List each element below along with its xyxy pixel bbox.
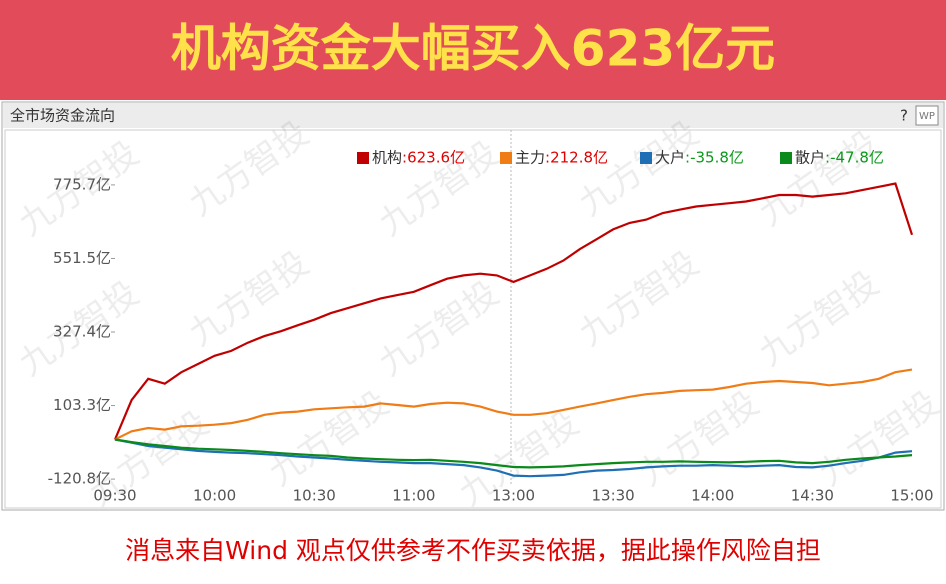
x-tick-label: 14:00 bbox=[691, 487, 734, 505]
legend-swatch bbox=[780, 152, 792, 164]
panel-header bbox=[3, 103, 943, 128]
series-line bbox=[114, 438, 913, 478]
y-tick-label: 551.5亿 bbox=[53, 249, 111, 267]
plot-frame bbox=[4, 129, 942, 509]
x-tick-label: 10:30 bbox=[293, 487, 336, 505]
x-tick-label: 11:00 bbox=[392, 487, 435, 505]
x-tick-label: 14:30 bbox=[791, 487, 834, 505]
help-button[interactable]: ? bbox=[900, 107, 908, 125]
panel bbox=[1, 101, 945, 511]
series-line bbox=[113, 182, 914, 440]
legend-swatch bbox=[357, 152, 369, 164]
panel-title: 全市场资金流向 bbox=[10, 107, 115, 125]
legend-value: :212.8亿 bbox=[545, 149, 608, 167]
series-line bbox=[114, 438, 913, 469]
banner-title: 机构资金大幅买入623亿元 bbox=[171, 20, 775, 78]
y-tick-label: 103.3亿 bbox=[53, 396, 111, 414]
legend-swatch bbox=[500, 152, 512, 164]
legend-name: 散户 bbox=[795, 149, 825, 167]
legend-value: :-35.8亿 bbox=[685, 149, 744, 167]
x-tick-label: 10:00 bbox=[193, 487, 236, 505]
legend-value: :623.6亿 bbox=[402, 149, 465, 167]
logo-box bbox=[915, 105, 939, 126]
logo: WP bbox=[919, 111, 935, 122]
x-tick-label: 15:00 bbox=[890, 487, 933, 505]
y-tick-label: 775.7亿 bbox=[53, 175, 111, 193]
legend-name: 机构 bbox=[372, 149, 402, 167]
y-tick-label: -120.8亿 bbox=[48, 470, 111, 488]
x-tick-label: 09:30 bbox=[93, 487, 136, 505]
x-tick-label: 13:30 bbox=[592, 487, 635, 505]
legend-name: 主力 bbox=[515, 149, 545, 167]
y-tick-label: 327.4亿 bbox=[53, 323, 111, 341]
banner bbox=[0, 0, 946, 100]
series-line bbox=[114, 368, 913, 441]
footer-text: 消息来自Wind 观点仅供参考不作买卖依据，据此操作风险自担 bbox=[125, 536, 821, 565]
legend-value: :-47.8亿 bbox=[825, 149, 884, 167]
legend-name: 大户 bbox=[655, 149, 685, 167]
x-tick-label: 13:00 bbox=[492, 487, 535, 505]
legend-swatch bbox=[640, 152, 652, 164]
